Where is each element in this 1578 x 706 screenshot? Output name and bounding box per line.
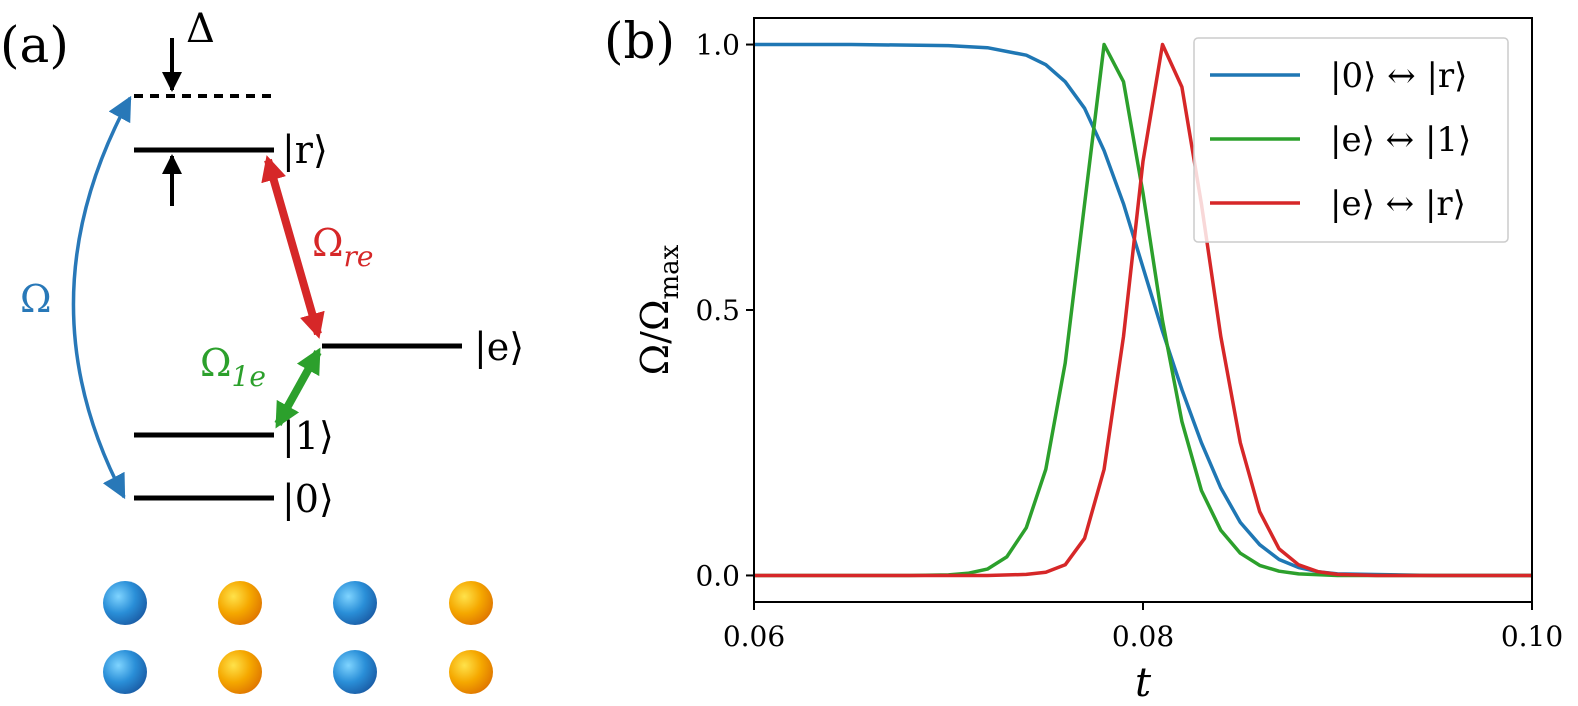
x-axis-label: t <box>1135 660 1152 706</box>
omega-1e-symbol: Ω <box>200 341 232 385</box>
y-tick-label: 1.0 <box>695 29 740 62</box>
series-line-2 <box>754 42 1532 578</box>
x-tick-label: 0.08 <box>1112 620 1174 653</box>
level-1-label: |1⟩ <box>282 414 334 458</box>
legend-label-0: |0⟩ ↔ |r⟩ <box>1330 56 1467 96</box>
panel-a: (a) Δ |r⟩ |e⟩ |1⟩ |0⟩ Ω Ωre Ω1e <box>0 6 524 694</box>
atom-blue <box>103 650 147 694</box>
level-r-label: |r⟩ <box>282 128 328 172</box>
omega-1e-arrow <box>274 347 322 429</box>
panel-b: (b) 0.06 0.08 0.10 0.0 0.5 1.0 t Ω/Ωmax |0⟩ ↔… <box>604 12 1563 706</box>
legend-label-2: |e⟩ ↔ |r⟩ <box>1330 184 1466 224</box>
plot-ticks: 0.06 0.08 0.10 0.0 0.5 1.0 <box>695 29 1563 653</box>
detuning-label: Δ <box>186 6 215 52</box>
omega-label: Ω <box>20 277 52 321</box>
omega-re-symbol: Ω <box>312 221 344 265</box>
y-axis-label: Ω/Ωmax <box>633 244 685 375</box>
plot-series <box>754 42 1532 578</box>
legend: |0⟩ ↔ |r⟩ |e⟩ ↔ |1⟩ |e⟩ ↔ |r⟩ <box>1193 37 1509 243</box>
atom-blue <box>333 581 377 625</box>
level-0-label: |0⟩ <box>282 477 334 521</box>
panel-b-label: (b) <box>604 12 675 70</box>
x-tick-label: 0.10 <box>1501 620 1563 653</box>
plot-frame <box>753 17 1533 603</box>
y-axis-label-main: Ω/Ω <box>633 300 677 376</box>
omega-re-arrow <box>261 155 325 339</box>
omega-coupling-arrow <box>71 95 132 500</box>
atom-orange <box>218 650 262 694</box>
omega-re-subscript: re <box>344 240 374 273</box>
series-line-1 <box>754 42 1532 578</box>
y-tick-label: 0.5 <box>695 294 740 327</box>
atom-orange <box>449 650 493 694</box>
legend-box <box>1193 37 1509 243</box>
level-e-label: |e⟩ <box>474 325 524 369</box>
atom-orange <box>449 581 493 625</box>
omega-1e-subscript: 1e <box>232 360 266 393</box>
omega-re-label: Ωre <box>312 221 373 273</box>
legend-label-1: |e⟩ ↔ |1⟩ <box>1330 120 1471 160</box>
panel-a-label: (a) <box>0 16 69 74</box>
omega-1e-label: Ω1e <box>200 341 266 393</box>
x-tick-label: 0.06 <box>723 620 785 653</box>
atom-array <box>103 581 493 694</box>
y-tick-label: 0.0 <box>695 559 740 592</box>
atom-blue <box>103 581 147 625</box>
atom-blue <box>333 650 377 694</box>
y-axis-label-sub: max <box>655 244 685 299</box>
atom-orange <box>218 581 262 625</box>
